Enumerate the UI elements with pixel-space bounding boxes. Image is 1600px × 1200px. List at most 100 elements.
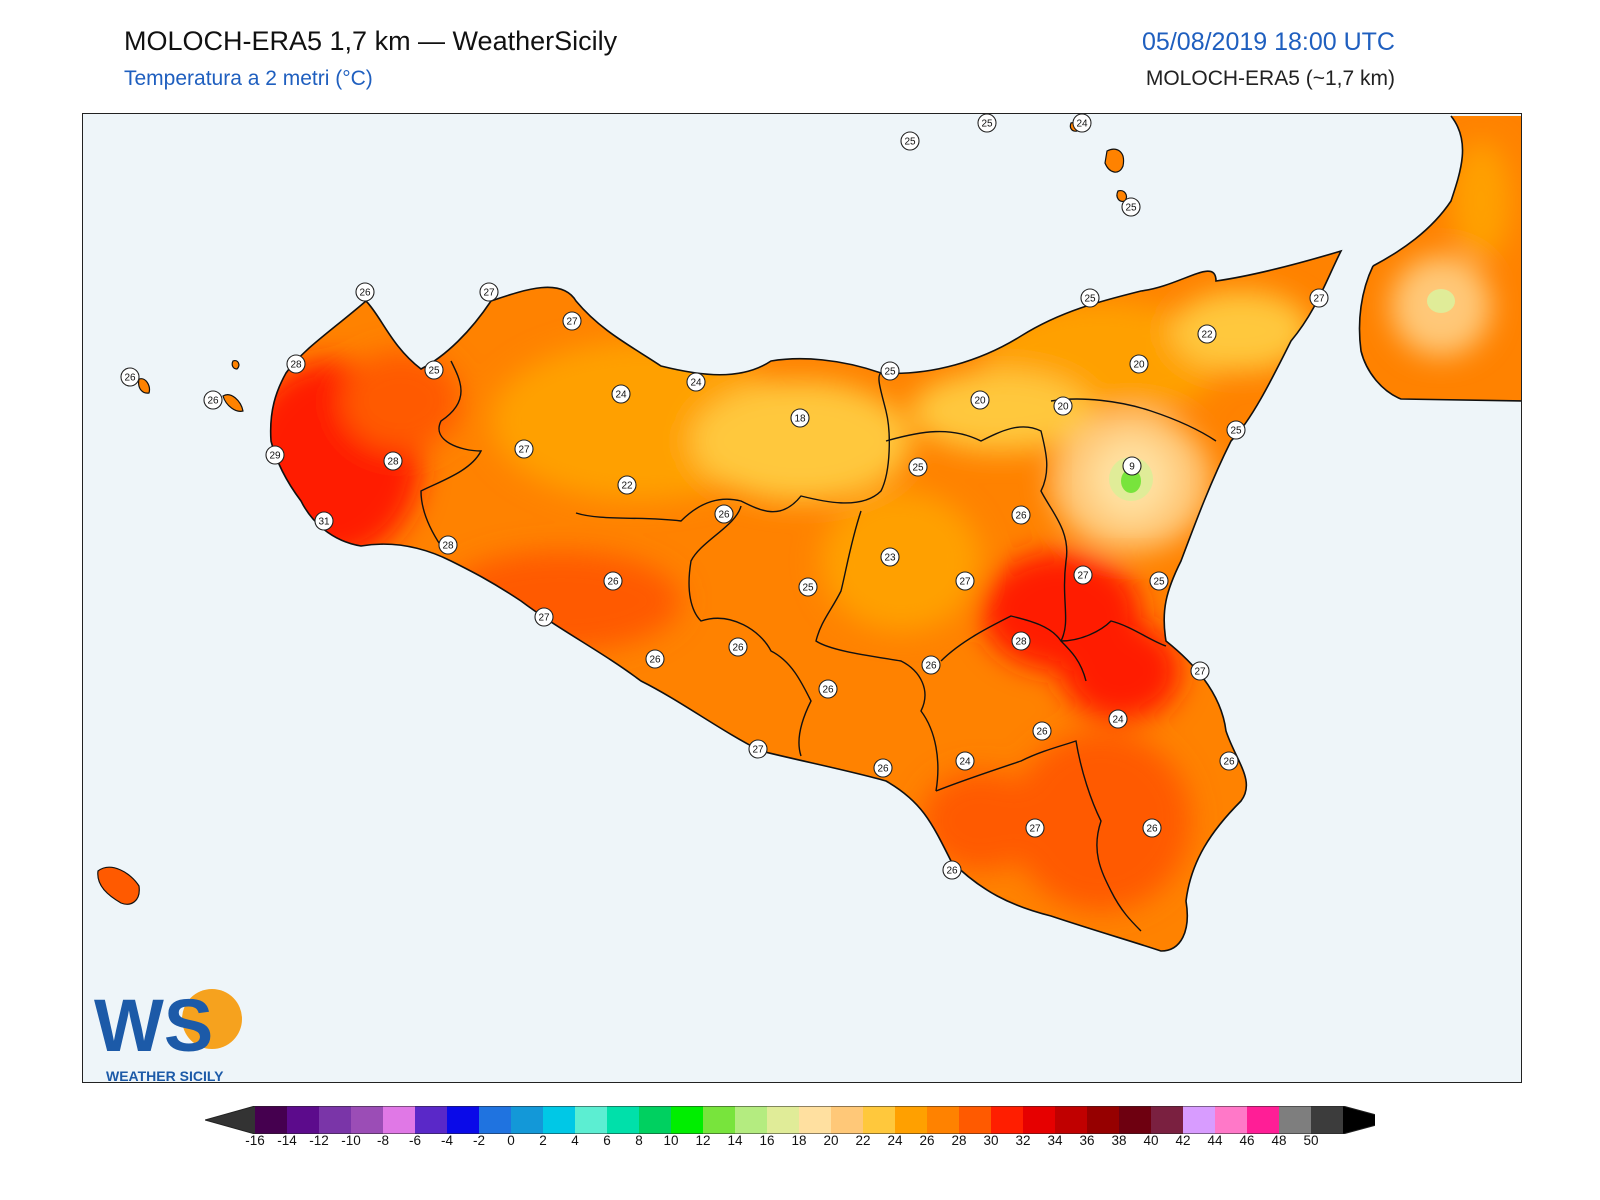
- station-marker: 26: [942, 860, 962, 880]
- station-value: 28: [1015, 637, 1027, 648]
- colorbar-swatch: [287, 1106, 319, 1134]
- colorbar-swatch: [1215, 1106, 1247, 1134]
- station-value: 9: [1129, 462, 1135, 473]
- colorbar-swatch: [255, 1106, 287, 1134]
- station-marker: 27: [1309, 288, 1329, 308]
- colorbar-swatch: [575, 1106, 607, 1134]
- colorbar-swatch: [1247, 1106, 1279, 1134]
- station-marker: 26: [355, 282, 375, 302]
- station-value: 27: [1194, 667, 1206, 678]
- colorbar-swatch: [767, 1106, 799, 1134]
- station-circle: [1309, 288, 1329, 308]
- station-marker: 9: [1122, 456, 1142, 476]
- station-marker: 28: [286, 354, 306, 374]
- station-value: 26: [822, 685, 834, 696]
- colorbar-swatch: [543, 1106, 575, 1134]
- colorbar-tick-label: -6: [408, 1133, 422, 1148]
- colorbar-tick-label: 40: [1143, 1133, 1159, 1148]
- station-circle: [1053, 396, 1073, 416]
- station-value: 28: [290, 360, 302, 371]
- station-value: 27: [483, 288, 495, 299]
- colorbar-swatch: [831, 1106, 863, 1134]
- station-marker: 25: [424, 360, 444, 380]
- station-circle: [1025, 818, 1045, 838]
- station-circle: [880, 361, 900, 381]
- station-marker: 26: [645, 649, 665, 669]
- station-circle: [603, 571, 623, 591]
- station-circle: [383, 451, 403, 471]
- colorbar-tick-label: 42: [1175, 1133, 1191, 1148]
- station-circle: [438, 535, 458, 555]
- station-circle: [748, 739, 768, 759]
- station-marker: 24: [686, 372, 706, 392]
- colorbar-tick-label: 48: [1271, 1133, 1287, 1148]
- station-circle: [265, 445, 285, 465]
- station-marker: 28: [1011, 631, 1031, 651]
- station-circle: [514, 439, 534, 459]
- station-circle: [908, 457, 928, 477]
- station-value: 26: [607, 577, 619, 588]
- station-circle: [1032, 721, 1052, 741]
- station-circle: [818, 679, 838, 699]
- station-circle: [1011, 631, 1031, 651]
- station-circle: [686, 372, 706, 392]
- station-circle: [1122, 456, 1142, 476]
- colorbar-swatch: [479, 1106, 511, 1134]
- station-marker: 27: [1025, 818, 1045, 838]
- station-marker: 27: [479, 282, 499, 302]
- station-circle: [534, 607, 554, 627]
- station-value: 27: [959, 577, 971, 588]
- station-value: 20: [1057, 402, 1069, 413]
- station-circle: [970, 390, 990, 410]
- station-marker: 26: [1142, 818, 1162, 838]
- station-value: 20: [974, 396, 986, 407]
- station-value: 26: [718, 510, 730, 521]
- station-circle: [355, 282, 375, 302]
- station-marker: 26: [1032, 721, 1052, 741]
- station-value: 25: [904, 137, 916, 148]
- colorbar-swatch: [863, 1106, 895, 1134]
- station-marker: 25: [880, 361, 900, 381]
- colorbar-tick-label: 28: [951, 1133, 967, 1148]
- colorbar-tick-label: -2: [472, 1133, 486, 1148]
- station-marker: 25: [977, 114, 997, 133]
- station-value: 26: [359, 288, 371, 299]
- station-marker: 25: [908, 457, 928, 477]
- logo-text: WEATHER SICILY: [106, 1068, 224, 1084]
- station-marker: 24: [1072, 114, 1092, 133]
- station-circle: [424, 360, 444, 380]
- colorbar-tick-label: 50: [1303, 1133, 1319, 1148]
- station-value: 27: [1313, 294, 1325, 305]
- station-value: 28: [387, 457, 399, 468]
- station-marker: 24: [611, 384, 631, 404]
- colorbar-swatch: [799, 1106, 831, 1134]
- station-markers: 25 25 24 25 26 27 27 28 25 26 26 29 28 31 27 24 24 22 18 25…: [120, 114, 1329, 880]
- station-value: 27: [566, 317, 578, 328]
- station-marker: 27: [1073, 565, 1093, 585]
- station-circle: [1121, 197, 1141, 217]
- station-circle: [1073, 565, 1093, 585]
- station-marker: 31: [314, 511, 334, 531]
- station-value: 25: [981, 119, 993, 130]
- station-circle: [714, 504, 734, 524]
- colorbar-swatch: [927, 1106, 959, 1134]
- colorbar-swatch: [1087, 1106, 1119, 1134]
- station-circle: [1129, 354, 1149, 374]
- colorbar-tick-label: 6: [603, 1133, 611, 1148]
- station-circle: [203, 390, 223, 410]
- station-marker: 26: [1219, 751, 1239, 771]
- station-circle: [617, 475, 637, 495]
- colorbar-tick-label: 12: [695, 1133, 711, 1148]
- station-value: 25: [884, 367, 896, 378]
- station-value: 25: [1125, 203, 1137, 214]
- colorbar-swatch: [1311, 1106, 1343, 1134]
- colorbar-swatch: [447, 1106, 479, 1134]
- station-marker: 27: [748, 739, 768, 759]
- colorbar-tick-label: 34: [1047, 1133, 1063, 1148]
- station-value: 29: [269, 451, 281, 462]
- station-circle: [955, 571, 975, 591]
- map-title: MOLOCH-ERA5 1,7 km — WeatherSicily: [124, 26, 618, 56]
- colorbar-tick-label: 46: [1239, 1133, 1255, 1148]
- colorbar-tick-label: 0: [507, 1133, 515, 1148]
- station-circle: [1108, 709, 1128, 729]
